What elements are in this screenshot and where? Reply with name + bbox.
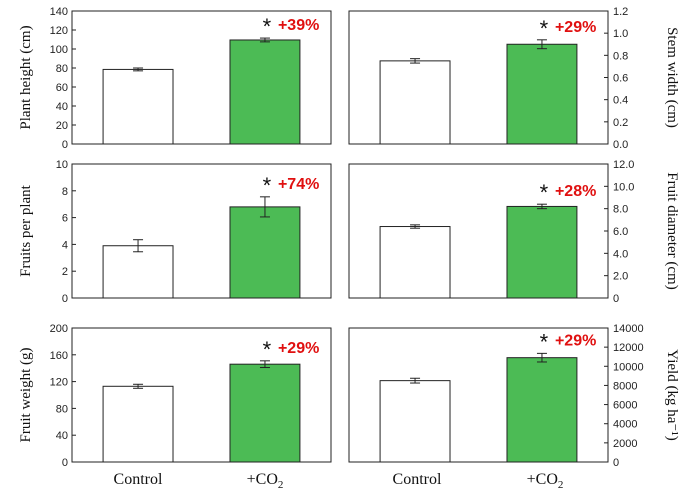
bar-control [379,226,451,299]
y-tick-label: 0 [62,139,68,151]
y-tick-label: 40 [56,101,68,113]
percent-change-label: +29% [555,19,596,36]
y-tick-label: 8.0 [613,204,628,216]
y-tick-label: 4.0 [613,248,628,260]
percent-change-label: +29% [555,332,596,349]
y-tick-label: 4 [62,239,68,251]
y-axis-label: Fruit weight (g) [18,348,34,443]
y-tick-label: 100 [50,44,68,56]
y-axis-label: Yield (kg ha⁻¹) [664,349,680,441]
bar-control [379,60,451,145]
bar-control [102,245,174,299]
significance-star: * [263,14,272,39]
x-label-co2-subscript: 2 [278,479,284,491]
percent-change-label: +74% [278,176,319,193]
y-tick-label: 0.8 [613,50,628,62]
y-axis-label: Stem width (cm) [664,27,680,128]
y-tick-label: 8000 [613,380,637,392]
y-tick-label: 80 [56,403,68,415]
bar-control [102,385,174,463]
y-axis-label: Fruit diameter (cm) [664,172,680,289]
y-tick-label: 0.2 [613,117,628,129]
y-tick-label: 0 [613,293,619,305]
y-tick-label: 10.0 [613,181,634,193]
y-tick-label: 120 [50,25,68,37]
panel-frame [71,10,332,145]
bar-co2 [229,39,301,145]
y-tick-label: 0 [62,293,68,305]
y-tick-label: 0 [62,457,68,469]
y-tick-label: 12.0 [613,159,634,171]
y-tick-label: 200 [50,323,68,335]
y-tick-label: 140 [50,6,68,18]
bar-co2 [506,357,578,463]
y-axis-label: Fruits per plant [18,184,34,276]
y-tick-label: 4000 [613,419,637,431]
y-tick-label: 60 [56,82,68,94]
panel-frame [348,327,609,463]
y-tick-label: 2000 [613,438,637,450]
y-tick-label: 1.2 [613,6,628,18]
bar-co2 [229,363,301,463]
significance-star: * [540,16,549,41]
y-tick-label: 6 [62,213,68,225]
percent-change-label: +39% [278,17,319,34]
y-tick-label: 2 [62,266,68,278]
significance-star: * [263,337,272,362]
y-tick-label: 20 [56,120,68,132]
x-label-co2-main: +CO [527,471,558,488]
y-tick-label: 40 [56,430,68,442]
x-label-co2-main: +CO [247,471,278,488]
percent-change-label: +29% [278,340,319,357]
y-tick-label: 0.4 [613,95,628,107]
bar-control [379,380,451,463]
bar-co2 [506,43,578,145]
y-tick-label: 2.0 [613,271,628,283]
bar-co2 [506,205,578,299]
y-tick-label: 80 [56,63,68,75]
y-tick-label: 12000 [613,342,644,354]
y-tick-label: 10000 [613,361,644,373]
y-tick-label: 14000 [613,323,644,335]
y-axis-label: Plant height (cm) [18,25,34,129]
y-tick-label: 6.0 [613,226,628,238]
panel-frame [71,327,332,463]
x-label-co2-subscript: 2 [558,479,564,491]
x-label-co2-right: +CO2 [527,471,564,491]
significance-star: * [540,329,549,354]
x-label-control-left: Control [114,471,163,488]
bar-co2 [229,206,301,299]
y-tick-label: 0.6 [613,73,628,85]
y-tick-label: 1.0 [613,28,628,40]
y-tick-label: 6000 [613,400,637,412]
panel-frame [71,163,332,299]
y-tick-label: 120 [50,377,68,389]
y-tick-label: 10 [56,159,68,171]
x-label-co2-left: +CO2 [247,471,284,491]
y-tick-label: 160 [50,350,68,362]
percent-change-label: +28% [555,183,596,200]
x-label-control-right: Control [393,471,442,488]
y-tick-label: 0 [613,457,619,469]
significance-star: * [263,173,272,198]
bar-control [102,68,174,145]
y-tick-label: 8 [62,186,68,198]
significance-star: * [540,180,549,205]
y-tick-label: 0.0 [613,139,628,151]
